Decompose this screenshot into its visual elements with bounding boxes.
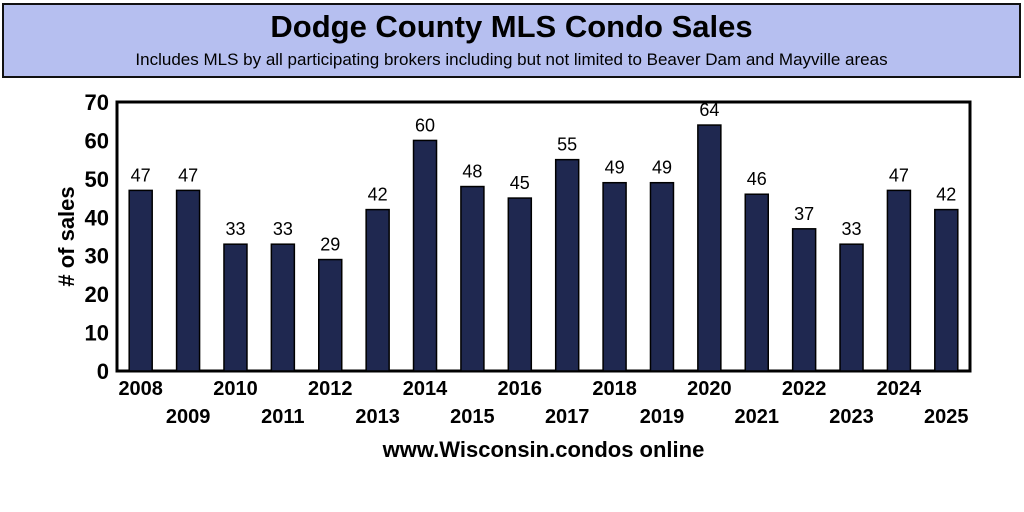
bar [697, 124, 722, 372]
y-axis-label: # of sales [54, 186, 79, 286]
x-tick-label: 2019 [640, 406, 685, 428]
y-tick-label: 20 [85, 282, 109, 307]
x-tick-label: 2017 [545, 406, 590, 428]
data-label: 47 [889, 165, 909, 185]
x-tick-label: 2013 [355, 406, 400, 428]
chart-header: Dodge County MLS Condo Sales Includes ML… [2, 3, 1021, 78]
data-label: 60 [415, 115, 435, 135]
y-tick-label: 30 [85, 244, 109, 269]
x-tick-label: 2024 [877, 378, 922, 400]
chart-title: Dodge County MLS Condo Sales [270, 9, 753, 44]
data-label: 42 [368, 185, 388, 205]
bar [507, 197, 533, 372]
data-label: 46 [747, 169, 767, 189]
x-tick-label: 2020 [687, 378, 732, 400]
data-label: 47 [131, 165, 151, 185]
x-tick-label: 2008 [118, 378, 163, 400]
bar [175, 189, 201, 372]
bar [318, 258, 343, 372]
bar [128, 189, 153, 372]
chart-subtitle: Includes MLS by all participating broker… [135, 50, 888, 69]
bar [744, 193, 769, 372]
data-label: 33 [842, 219, 862, 239]
data-label: 48 [462, 162, 482, 182]
x-tick-label: 2010 [213, 378, 258, 400]
bar [270, 243, 296, 372]
bar [934, 208, 959, 372]
plot-area [115, 100, 972, 373]
y-tick-label: 10 [85, 321, 109, 346]
bar [791, 228, 817, 372]
x-tick-label: 2023 [829, 406, 874, 428]
data-label: 42 [936, 185, 956, 205]
y-tick-label: 70 [85, 90, 109, 115]
x-tick-label: 2015 [450, 406, 495, 428]
bar [886, 189, 912, 372]
data-label: 49 [652, 158, 672, 178]
x-tick-label: 2018 [592, 378, 637, 400]
data-label: 49 [605, 158, 625, 178]
bar [602, 181, 627, 372]
x-tick-label: 2011 [261, 406, 304, 428]
x-tick-label: 2025 [924, 406, 969, 428]
data-label: 29 [320, 235, 340, 255]
bar [365, 208, 390, 372]
x-tick-label: 2016 [498, 378, 543, 400]
bar [460, 185, 485, 372]
data-label: 37 [794, 204, 814, 224]
x-tick-label: 2014 [403, 378, 448, 400]
x-tick-label: 2012 [308, 378, 353, 400]
data-label: 55 [557, 135, 577, 155]
data-label: 47 [178, 165, 198, 185]
data-label: 64 [699, 100, 719, 120]
data-label: 33 [273, 219, 293, 239]
bar [649, 181, 675, 372]
x-tick-label: 2022 [782, 378, 827, 400]
x-axis-label: www.Wisconsin.condos online [382, 437, 705, 462]
x-tick-label: 2009 [166, 406, 211, 428]
y-tick-label: 0 [97, 359, 109, 384]
x-tick-label: 2021 [735, 406, 780, 428]
y-tick-label: 50 [85, 167, 109, 192]
bar [554, 158, 580, 372]
data-label: 33 [225, 219, 245, 239]
bar [839, 243, 864, 372]
data-label: 45 [510, 173, 530, 193]
bar [412, 139, 438, 372]
y-tick-label: 40 [85, 205, 109, 230]
bar [223, 243, 248, 372]
y-tick-label: 60 [85, 128, 109, 153]
